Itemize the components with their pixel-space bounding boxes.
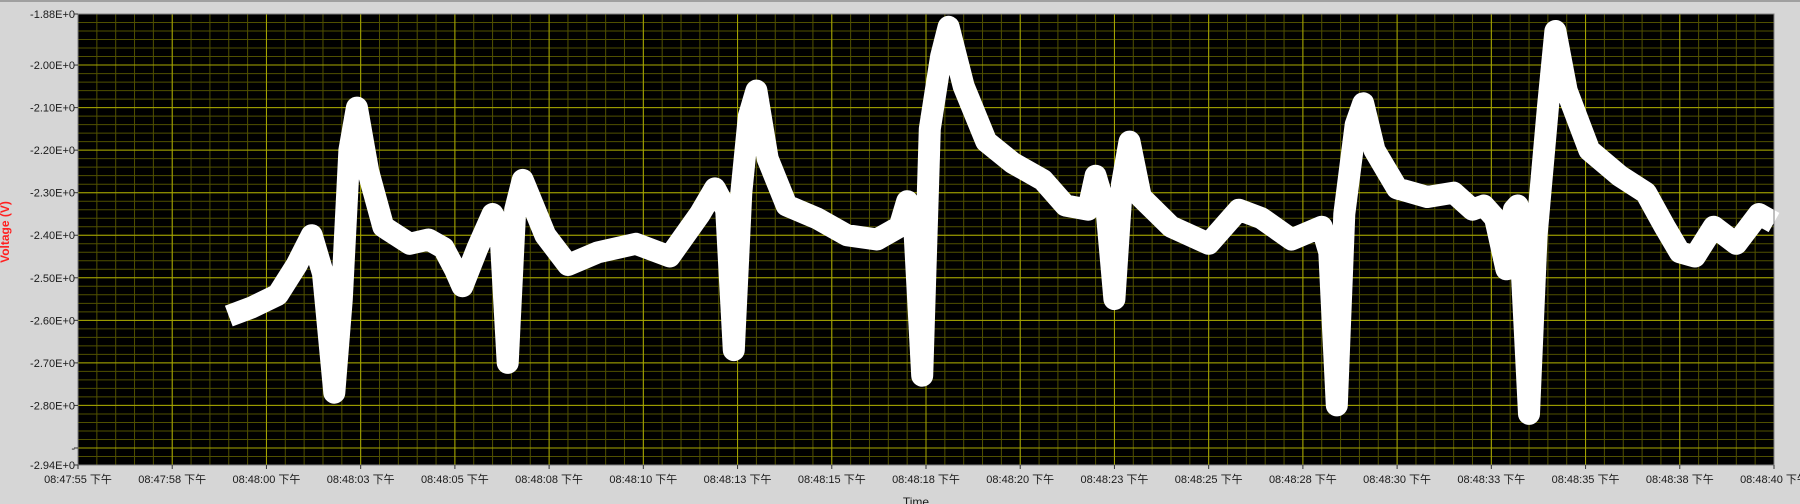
y-tick-label: -2.80E+0 (30, 400, 75, 412)
x-tick-label: 08:47:55 下午 (44, 473, 112, 486)
y-tick-label: - (71, 443, 75, 455)
y-tick-label: -1.88E+0 (30, 9, 75, 21)
x-tick-label: 08:48:18 下午 (892, 473, 960, 486)
x-tick-label: 08:48:40 下午 (1740, 473, 1800, 486)
y-tick-label: -2.10E+0 (30, 103, 75, 115)
x-tick-label: 08:48:38 下午 (1646, 473, 1714, 486)
x-tick-label: 08:48:13 下午 (704, 473, 772, 486)
y-tick-label: -2.94E+0 (30, 460, 75, 472)
x-tick-label: 08:48:08 下午 (515, 473, 583, 486)
x-tick-label: 08:48:35 下午 (1552, 473, 1620, 486)
y-tick-label: -2.70E+0 (30, 358, 75, 370)
x-tick-label: 08:48:05 下午 (421, 473, 489, 486)
x-tick-label: 08:48:15 下午 (798, 473, 866, 486)
x-tick-label: 08:48:30 下午 (1363, 473, 1431, 486)
x-tick-label: 08:48:00 下午 (233, 473, 301, 486)
y-tick-label: -2.40E+0 (30, 230, 75, 242)
trace-layer (224, 15, 1780, 425)
x-tick-label: 08:48:03 下午 (327, 473, 395, 486)
y-tick-label: -2.00E+0 (30, 60, 75, 72)
y-axis-ticks: -1.88E+0 -2.00E+0 -2.10E+0 -2.20E+0 -2.30E+0… (30, 9, 78, 472)
x-tick-label: 08:48:28 下午 (1269, 473, 1337, 486)
x-tick-label: 08:47:58 下午 (138, 473, 206, 486)
frame-top-edge (0, 0, 1800, 2)
y-axis-title: Voltage (V) (0, 201, 12, 263)
y-tick-label: -2.50E+0 (30, 273, 75, 285)
x-tick-label: 08:48:10 下午 (609, 473, 677, 486)
x-tick-label: 08:48:20 下午 (986, 473, 1054, 486)
x-tick-label: 08:48:25 下午 (1175, 473, 1243, 486)
x-tick-label: 08:48:33 下午 (1457, 473, 1525, 486)
y-tick-label: -2.60E+0 (30, 315, 75, 327)
x-tick-label: 08:48:23 下午 (1081, 473, 1149, 486)
y-tick-label: -2.30E+0 (30, 188, 75, 200)
voltage-trace (228, 25, 1775, 416)
x-axis-ticks: 08:47:55 下午 08:47:58 下午 08:48:00 下午 08:48:0… (44, 465, 1800, 486)
y-tick-label: -2.20E+0 (30, 145, 75, 157)
x-axis-title: Time (903, 495, 930, 504)
